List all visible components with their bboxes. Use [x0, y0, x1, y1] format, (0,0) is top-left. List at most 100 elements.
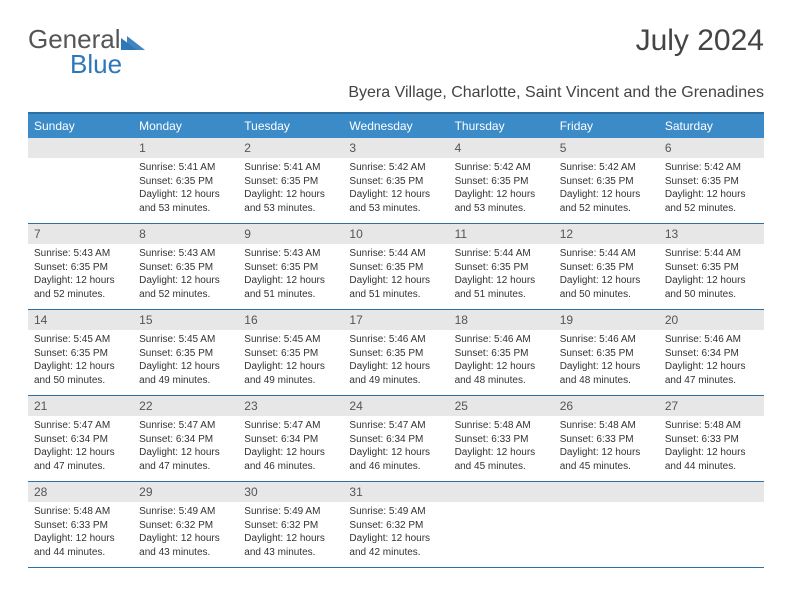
calendar-cell: 25Sunrise: 5:48 AMSunset: 6:33 PMDayligh…: [449, 396, 554, 482]
daylight-text: Daylight: 12 hours and 48 minutes.: [560, 360, 653, 387]
sunset-text: Sunset: 6:35 PM: [560, 347, 653, 361]
sunrise-text: Sunrise: 5:46 AM: [349, 333, 442, 347]
sunset-text: Sunset: 6:35 PM: [455, 175, 548, 189]
sunrise-text: Sunrise: 5:42 AM: [560, 161, 653, 175]
day-content: Sunrise: 5:41 AMSunset: 6:35 PMDaylight:…: [238, 158, 343, 223]
daylight-text: Daylight: 12 hours and 47 minutes.: [139, 446, 232, 473]
day-content: Sunrise: 5:43 AMSunset: 6:35 PMDaylight:…: [28, 244, 133, 309]
calendar-cell: 26Sunrise: 5:48 AMSunset: 6:33 PMDayligh…: [554, 396, 659, 482]
day-content: Sunrise: 5:46 AMSunset: 6:35 PMDaylight:…: [449, 330, 554, 395]
calendar-cell: [28, 138, 133, 224]
day-content: Sunrise: 5:45 AMSunset: 6:35 PMDaylight:…: [133, 330, 238, 395]
dayname: Tuesday: [238, 113, 343, 138]
calendar-row: 7Sunrise: 5:43 AMSunset: 6:35 PMDaylight…: [28, 224, 764, 310]
day-number: 17: [343, 310, 448, 330]
day-content: Sunrise: 5:47 AMSunset: 6:34 PMDaylight:…: [238, 416, 343, 481]
sunrise-text: Sunrise: 5:42 AM: [665, 161, 758, 175]
day-number: 21: [28, 396, 133, 416]
daylight-text: Daylight: 12 hours and 50 minutes.: [34, 360, 127, 387]
sunset-text: Sunset: 6:32 PM: [139, 519, 232, 533]
sunrise-text: Sunrise: 5:45 AM: [34, 333, 127, 347]
day-number: 28: [28, 482, 133, 502]
sunset-text: Sunset: 6:34 PM: [665, 347, 758, 361]
sunset-text: Sunset: 6:35 PM: [455, 261, 548, 275]
dayname: Wednesday: [343, 113, 448, 138]
day-number: 5: [554, 138, 659, 158]
day-content: Sunrise: 5:49 AMSunset: 6:32 PMDaylight:…: [133, 502, 238, 567]
calendar-cell: 5Sunrise: 5:42 AMSunset: 6:35 PMDaylight…: [554, 138, 659, 224]
daylight-text: Daylight: 12 hours and 53 minutes.: [244, 188, 337, 215]
day-number: 10: [343, 224, 448, 244]
sunrise-text: Sunrise: 5:45 AM: [244, 333, 337, 347]
day-number: [554, 482, 659, 502]
daylight-text: Daylight: 12 hours and 53 minutes.: [455, 188, 548, 215]
sunrise-text: Sunrise: 5:44 AM: [665, 247, 758, 261]
sunrise-text: Sunrise: 5:43 AM: [139, 247, 232, 261]
sunset-text: Sunset: 6:35 PM: [139, 261, 232, 275]
day-content: Sunrise: 5:44 AMSunset: 6:35 PMDaylight:…: [554, 244, 659, 309]
day-number: 31: [343, 482, 448, 502]
calendar-cell: 20Sunrise: 5:46 AMSunset: 6:34 PMDayligh…: [659, 310, 764, 396]
daylight-text: Daylight: 12 hours and 45 minutes.: [560, 446, 653, 473]
daylight-text: Daylight: 12 hours and 51 minutes.: [244, 274, 337, 301]
sunset-text: Sunset: 6:33 PM: [560, 433, 653, 447]
daylight-text: Daylight: 12 hours and 52 minutes.: [34, 274, 127, 301]
day-content: Sunrise: 5:48 AMSunset: 6:33 PMDaylight:…: [659, 416, 764, 481]
day-content: Sunrise: 5:46 AMSunset: 6:34 PMDaylight:…: [659, 330, 764, 395]
day-number: 7: [28, 224, 133, 244]
calendar-cell: [449, 482, 554, 568]
sunrise-text: Sunrise: 5:44 AM: [455, 247, 548, 261]
sunrise-text: Sunrise: 5:46 AM: [560, 333, 653, 347]
dayname-row: Sunday Monday Tuesday Wednesday Thursday…: [28, 113, 764, 138]
calendar-cell: 3Sunrise: 5:42 AMSunset: 6:35 PMDaylight…: [343, 138, 448, 224]
calendar-cell: 29Sunrise: 5:49 AMSunset: 6:32 PMDayligh…: [133, 482, 238, 568]
day-number: 18: [449, 310, 554, 330]
sunrise-text: Sunrise: 5:47 AM: [349, 419, 442, 433]
daylight-text: Daylight: 12 hours and 49 minutes.: [349, 360, 442, 387]
day-content: Sunrise: 5:46 AMSunset: 6:35 PMDaylight:…: [343, 330, 448, 395]
dayname: Friday: [554, 113, 659, 138]
sunset-text: Sunset: 6:35 PM: [349, 261, 442, 275]
day-content: Sunrise: 5:47 AMSunset: 6:34 PMDaylight:…: [343, 416, 448, 481]
calendar-cell: 6Sunrise: 5:42 AMSunset: 6:35 PMDaylight…: [659, 138, 764, 224]
daylight-text: Daylight: 12 hours and 42 minutes.: [349, 532, 442, 559]
day-content: Sunrise: 5:43 AMSunset: 6:35 PMDaylight:…: [238, 244, 343, 309]
sunrise-text: Sunrise: 5:44 AM: [349, 247, 442, 261]
calendar-cell: 8Sunrise: 5:43 AMSunset: 6:35 PMDaylight…: [133, 224, 238, 310]
sunset-text: Sunset: 6:33 PM: [455, 433, 548, 447]
daylight-text: Daylight: 12 hours and 50 minutes.: [665, 274, 758, 301]
calendar-cell: 10Sunrise: 5:44 AMSunset: 6:35 PMDayligh…: [343, 224, 448, 310]
sunrise-text: Sunrise: 5:48 AM: [560, 419, 653, 433]
daylight-text: Daylight: 12 hours and 51 minutes.: [455, 274, 548, 301]
header: General Blue July 2024: [28, 24, 764, 80]
day-number: 14: [28, 310, 133, 330]
calendar-cell: 30Sunrise: 5:49 AMSunset: 6:32 PMDayligh…: [238, 482, 343, 568]
sunrise-text: Sunrise: 5:45 AM: [139, 333, 232, 347]
day-number: 23: [238, 396, 343, 416]
sunset-text: Sunset: 6:34 PM: [244, 433, 337, 447]
calendar-cell: 21Sunrise: 5:47 AMSunset: 6:34 PMDayligh…: [28, 396, 133, 482]
day-number: 15: [133, 310, 238, 330]
sunset-text: Sunset: 6:35 PM: [34, 347, 127, 361]
daylight-text: Daylight: 12 hours and 44 minutes.: [665, 446, 758, 473]
daylight-text: Daylight: 12 hours and 50 minutes.: [560, 274, 653, 301]
day-number: 11: [449, 224, 554, 244]
day-number: 1: [133, 138, 238, 158]
sunrise-text: Sunrise: 5:42 AM: [455, 161, 548, 175]
sunset-text: Sunset: 6:34 PM: [34, 433, 127, 447]
day-number: 4: [449, 138, 554, 158]
calendar-cell: 22Sunrise: 5:47 AMSunset: 6:34 PMDayligh…: [133, 396, 238, 482]
daylight-text: Daylight: 12 hours and 48 minutes.: [455, 360, 548, 387]
day-content: [28, 158, 133, 216]
calendar-row: 14Sunrise: 5:45 AMSunset: 6:35 PMDayligh…: [28, 310, 764, 396]
sunrise-text: Sunrise: 5:47 AM: [244, 419, 337, 433]
calendar-row: 21Sunrise: 5:47 AMSunset: 6:34 PMDayligh…: [28, 396, 764, 482]
calendar-cell: 4 Sunrise: 5:42 AMSunset: 6:35 PMDaylight…: [449, 138, 554, 224]
daylight-text: Daylight: 12 hours and 49 minutes.: [139, 360, 232, 387]
day-number: 9: [238, 224, 343, 244]
sunrise-text: Sunrise: 5:46 AM: [455, 333, 548, 347]
day-content: [554, 502, 659, 560]
daylight-text: Daylight: 12 hours and 43 minutes.: [139, 532, 232, 559]
sunrise-text: Sunrise: 5:49 AM: [139, 505, 232, 519]
sunrise-text: Sunrise: 5:49 AM: [244, 505, 337, 519]
